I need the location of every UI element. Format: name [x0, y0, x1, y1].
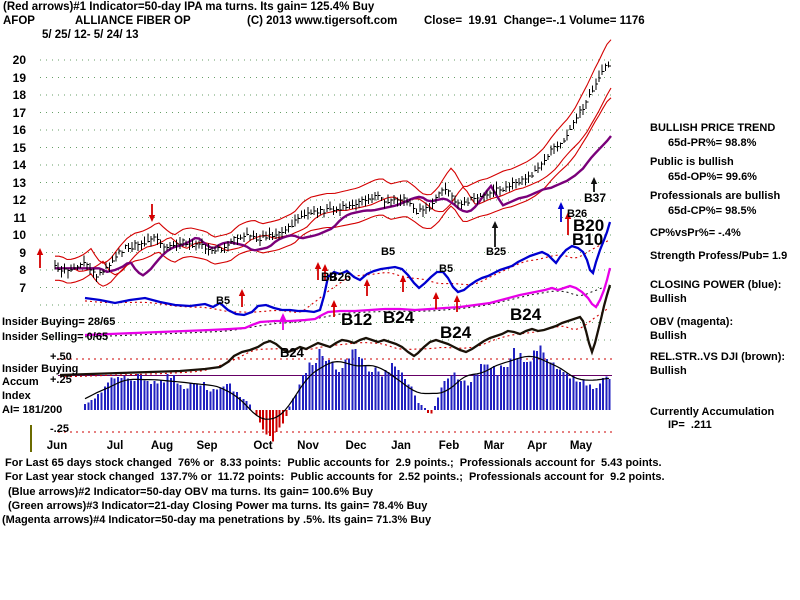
tigersoft-chart-screen: { "header": { "line1": "(Red arrows)#1 I… — [2, 1, 788, 526]
chart-canvas — [30, 39, 612, 452]
